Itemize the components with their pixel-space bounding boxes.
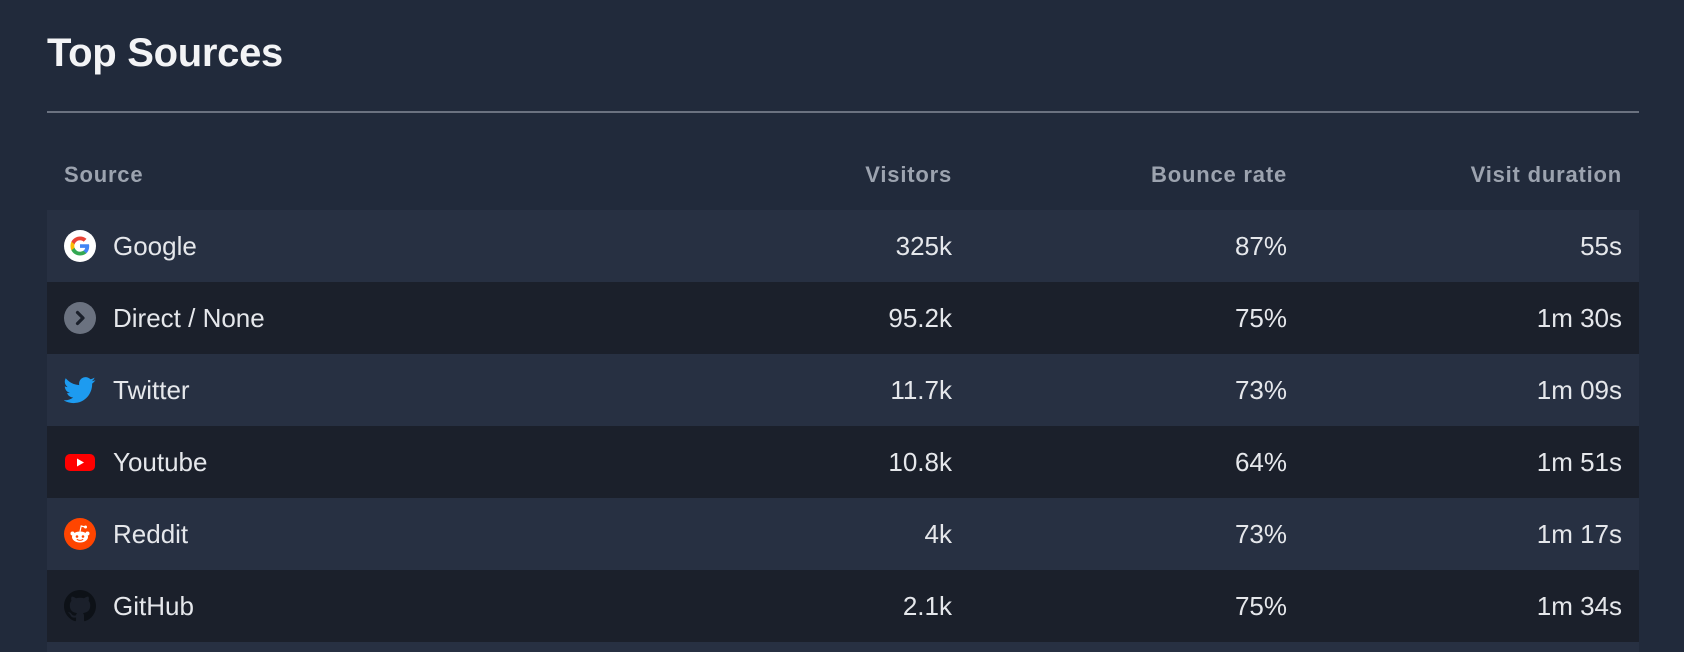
- source-label: Reddit: [113, 518, 189, 549]
- column-header-bounce-rate[interactable]: Bounce rate: [1151, 162, 1287, 187]
- source-label: Direct / None: [113, 302, 265, 333]
- visitors-cell: 4k: [924, 518, 952, 549]
- visit-duration-cell: 1m 51s: [1536, 446, 1622, 477]
- direct-arrow-icon: [64, 302, 96, 334]
- visitors-cell: 325k: [895, 230, 952, 261]
- reddit-icon: [64, 518, 96, 550]
- bounce-rate-cell: 87%: [1234, 230, 1287, 261]
- table-header-row: Source Visitors Bounce rate Visit durati…: [47, 140, 1639, 210]
- visitors-cell: 11.7k: [890, 374, 952, 405]
- visit-duration-cell: 1m 09s: [1536, 374, 1622, 405]
- table-row-twitter[interactable]: Twitter 11.7k 73% 1m 09s: [47, 354, 1639, 426]
- column-header-source[interactable]: Source: [64, 162, 144, 187]
- github-icon: [64, 590, 96, 622]
- bounce-rate-cell: 73%: [1234, 518, 1287, 549]
- source-label: Youtube: [113, 446, 208, 477]
- column-header-visitors[interactable]: Visitors: [865, 162, 952, 187]
- twitter-icon: [64, 374, 96, 406]
- bounce-rate-cell: 64%: [1234, 446, 1287, 477]
- bounce-rate-cell: 73%: [1234, 374, 1287, 405]
- bounce-rate-cell: 75%: [1234, 302, 1287, 333]
- panel-title: Top Sources: [47, 31, 283, 75]
- source-label: Twitter: [113, 374, 190, 405]
- bounce-rate-cell: 75%: [1234, 590, 1287, 621]
- visit-duration-cell: 55s: [1580, 230, 1622, 261]
- source-cell[interactable]: Twitter: [64, 374, 190, 406]
- table-row-youtube[interactable]: Youtube 10.8k 64% 1m 51s: [47, 426, 1639, 498]
- visit-duration-cell: 1m 17s: [1536, 518, 1622, 549]
- table-row-github[interactable]: GitHub 2.1k 75% 1m 34s: [47, 570, 1639, 642]
- source-cell[interactable]: Reddit: [64, 518, 188, 550]
- title-divider: [47, 111, 1639, 113]
- sources-table: Source Visitors Bounce rate Visit durati…: [47, 140, 1639, 652]
- google-icon: [64, 230, 96, 262]
- visitors-cell: 95.2k: [888, 302, 952, 333]
- source-cell[interactable]: Google: [64, 230, 197, 262]
- visit-duration-cell: 1m 30s: [1536, 302, 1622, 333]
- table-row-direct-none[interactable]: Direct / None 95.2k 75% 1m 30s: [47, 282, 1639, 354]
- source-cell[interactable]: Direct / None: [64, 302, 265, 334]
- visitors-cell: 2.1k: [902, 590, 952, 621]
- source-cell[interactable]: Youtube: [64, 446, 207, 478]
- table-row-google[interactable]: Google 325k 87% 55s: [47, 210, 1639, 282]
- column-header-visit-duration[interactable]: Visit duration: [1470, 162, 1622, 187]
- youtube-icon: [64, 446, 96, 478]
- source-label: GitHub: [113, 590, 194, 621]
- source-label: Google: [113, 230, 197, 261]
- visitors-cell: 10.8k: [888, 446, 952, 477]
- table-row-partial: [47, 642, 1639, 652]
- source-cell[interactable]: GitHub: [64, 590, 194, 622]
- visit-duration-cell: 1m 34s: [1536, 590, 1622, 621]
- table-row-reddit[interactable]: Reddit 4k 73% 1m 17s: [47, 498, 1639, 570]
